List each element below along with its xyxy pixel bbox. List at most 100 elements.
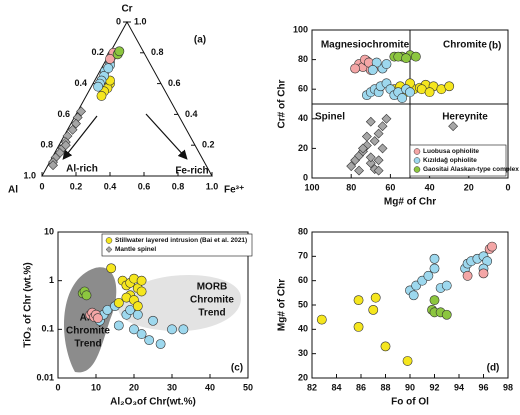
x-tick-label: 50 (243, 382, 253, 392)
x-axis-label: Al₂O₃of Chr(wt.%) (110, 397, 196, 408)
y-tick-label: 50 (298, 299, 308, 309)
x-tick-label: 80 (346, 182, 356, 192)
tick-label: 0.6 (57, 109, 70, 119)
y-tick-label: 40 (298, 113, 308, 123)
y-tick-label: 20 (298, 143, 308, 153)
y-tick-label: 60 (298, 84, 308, 94)
legend-box (409, 144, 507, 177)
legend-swatch (413, 157, 421, 164)
legend-swatch (413, 166, 421, 173)
x-tick-label: 82 (307, 382, 317, 392)
plot-frame (57, 231, 249, 379)
x-tick-label: 20 (129, 382, 139, 392)
tick-label: 0.2 (202, 140, 215, 150)
point (358, 143, 368, 154)
arrow (62, 115, 98, 160)
legend-swatch (413, 148, 421, 155)
legend-box (101, 233, 253, 257)
x-tick-label: 86 (356, 382, 366, 392)
point (423, 270, 434, 281)
tick-label: 1.0 (134, 16, 147, 26)
point (381, 113, 392, 124)
point (373, 165, 384, 176)
y-tick-label: 40 (298, 324, 308, 334)
point (361, 131, 372, 142)
annotation: Chromite (190, 295, 234, 306)
panel-label: (d) (487, 363, 500, 374)
point (93, 81, 103, 92)
x-tick-label: 100 (304, 182, 319, 192)
annotation: Trend (198, 308, 225, 319)
annotation: Trend (74, 339, 101, 350)
point (405, 87, 415, 98)
point (136, 329, 147, 339)
x-tick-label: 10 (91, 382, 101, 392)
point (410, 51, 421, 62)
tick-label: 0.8 (151, 47, 164, 57)
point (429, 295, 440, 306)
tick-label: 0.4 (185, 109, 198, 119)
point (136, 286, 147, 297)
x-axis-label: Fo of Ol (391, 397, 429, 408)
point (441, 309, 452, 320)
point (377, 121, 388, 132)
x-tick-label: 84 (331, 382, 341, 392)
vertex-label: Fe³⁺ (224, 185, 244, 196)
tick-label: 0.6 (168, 78, 181, 88)
point (353, 321, 364, 332)
point (60, 140, 71, 151)
point (113, 297, 124, 308)
x-tick-label: 0 (55, 382, 60, 392)
y-tick-label: 60 (298, 275, 308, 285)
x-tick-label: 20 (464, 182, 474, 192)
point (401, 53, 411, 64)
tick-label: 0 (116, 16, 121, 26)
point (148, 315, 158, 326)
point (373, 128, 384, 139)
y-axis-label: Cr# of Chr (277, 79, 288, 128)
point (316, 314, 327, 325)
x-tick-label: 60 (385, 182, 395, 192)
tick-label: 0.2 (70, 181, 83, 191)
point (369, 136, 380, 146)
point (144, 335, 155, 346)
point (380, 341, 391, 352)
point (448, 121, 459, 132)
point (402, 356, 413, 366)
point (381, 59, 392, 69)
y-tick-label: 1 (49, 275, 54, 285)
tick-label: 0 (39, 181, 44, 191)
tick-label: 0.4 (74, 78, 87, 88)
annotation: Magnesiochromite (321, 40, 410, 51)
point (487, 241, 497, 252)
tick-label: 0.6 (138, 181, 151, 191)
legend-label: Kızıldağ ophiolite (423, 157, 477, 164)
point (370, 292, 381, 303)
point (129, 324, 139, 335)
point (103, 63, 114, 74)
point (167, 324, 177, 335)
tick-label: 0.2 (91, 47, 104, 57)
legend-label: Stillwater layered intrusion (Bai et al.… (115, 237, 247, 244)
y-tick-label: 30 (298, 348, 308, 358)
y-tick-label: 100 (293, 24, 308, 34)
y-tick-label: 0 (303, 172, 308, 182)
x-tick-label: 90 (405, 382, 415, 392)
point (397, 93, 408, 103)
plot-frame (311, 231, 509, 379)
x-tick-label: 40 (425, 182, 435, 192)
point (367, 65, 378, 75)
point (365, 152, 376, 163)
annotation: Chromite (443, 40, 487, 51)
point (67, 124, 78, 135)
point (71, 118, 81, 129)
point (462, 270, 473, 281)
y-tick-label: 10 (44, 226, 54, 236)
y-tick-label: 20 (298, 372, 308, 382)
panel-label: (b) (489, 41, 502, 52)
y-tick-label: 80 (298, 226, 308, 236)
point (136, 275, 147, 286)
point (408, 290, 419, 301)
point (96, 91, 107, 101)
